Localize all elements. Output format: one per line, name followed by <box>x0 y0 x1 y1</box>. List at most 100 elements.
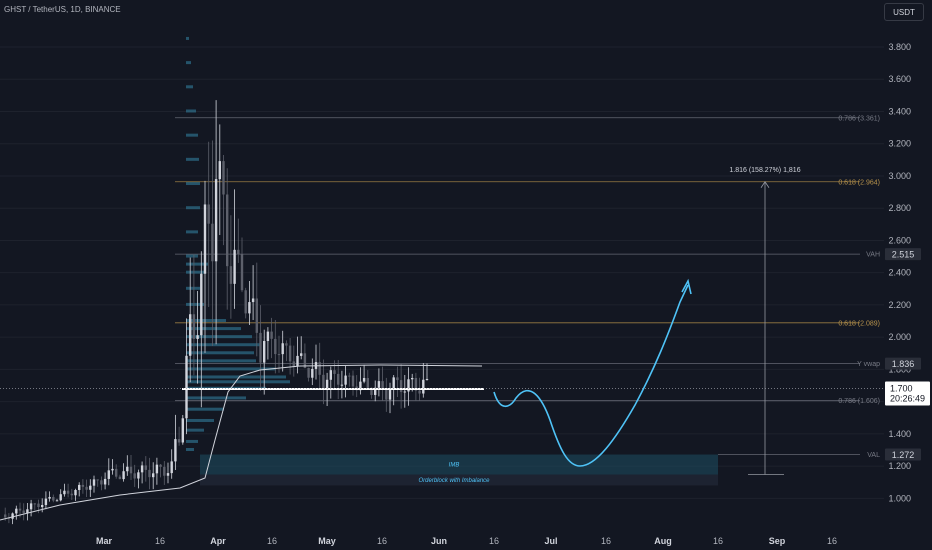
vwap-line <box>0 364 483 521</box>
candle-body <box>174 439 177 462</box>
candle-body <box>307 367 310 378</box>
price-tick-label: 3.000 <box>888 171 911 181</box>
time-tick-label: 16 <box>713 536 723 546</box>
candle-body <box>29 503 33 510</box>
candle-body <box>318 362 321 375</box>
price-tag <box>885 248 921 261</box>
volume-bar <box>186 157 199 161</box>
candle-body <box>137 472 140 479</box>
volume-bar <box>186 375 286 379</box>
candle-body <box>189 314 192 356</box>
price-tick-label: 2.800 <box>888 203 911 213</box>
time-tick-label: Jun <box>431 536 447 546</box>
candles <box>4 100 429 525</box>
volume-bar <box>186 327 241 331</box>
level-label: VAH <box>866 252 880 259</box>
candle-body <box>81 484 85 487</box>
candle-body <box>366 378 369 388</box>
candle-body <box>26 509 29 514</box>
candle-body <box>200 273 203 336</box>
time-tick-label: 16 <box>267 536 277 546</box>
price-axis[interactable]: 3.800 3.600 3.400 3.200 3.000 2.800 2.600 2.400… <box>885 42 930 503</box>
price-tag-label: 1.272 <box>892 450 915 460</box>
candle-body <box>15 508 18 514</box>
candle-body <box>22 510 25 514</box>
volume-bar <box>186 85 193 89</box>
price-tick-label: 2.000 <box>888 332 911 342</box>
candle-body <box>385 389 388 400</box>
volume-bar <box>186 206 200 210</box>
candle-body <box>4 514 7 518</box>
last-price-value: 1.700 <box>890 384 913 394</box>
countdown-label: 20:26:49 <box>890 394 925 404</box>
price-tick-label: 1.400 <box>888 429 911 439</box>
grid <box>0 46 884 499</box>
volume-bar <box>186 343 260 347</box>
candle-body <box>70 493 73 496</box>
candle-body <box>392 377 395 389</box>
candle-body <box>348 375 351 377</box>
candle-body <box>170 461 173 474</box>
candle-body <box>118 476 122 480</box>
candle-body <box>311 368 314 378</box>
time-tick-label: 16 <box>377 536 387 546</box>
time-tick-label: Sep <box>769 536 786 546</box>
price-tag-label: 2.515 <box>892 250 915 260</box>
time-tick-label: 16 <box>601 536 611 546</box>
candle-body <box>300 353 303 356</box>
candle-body <box>414 377 418 391</box>
candle-body <box>211 223 214 262</box>
candle-body <box>181 418 184 443</box>
candle-body <box>274 338 277 355</box>
candle-body <box>66 490 70 494</box>
candle-body <box>396 377 399 381</box>
volume-bar <box>186 182 200 186</box>
candle-body <box>155 464 159 474</box>
candle-body <box>222 161 225 195</box>
candle-body <box>233 249 236 284</box>
candle-body <box>63 490 66 495</box>
level-label: 0.618 (2.089) <box>838 320 880 327</box>
volume-bar <box>186 230 198 234</box>
measure-label: 1.816 (158.27%) 1,816 <box>729 167 800 174</box>
volume-bar <box>186 270 206 274</box>
price-tick-label: 2.400 <box>888 268 911 278</box>
candle-body <box>277 354 281 356</box>
candle-body <box>288 345 292 362</box>
candle-body <box>285 343 288 346</box>
candle-body <box>422 379 425 394</box>
level-label: 0.786 (1.606) <box>838 398 880 405</box>
candle-body <box>192 314 196 339</box>
candle-body <box>148 469 151 478</box>
volume-bar <box>186 286 200 290</box>
price-tick-label: 3.400 <box>888 106 911 116</box>
candle-body <box>403 391 406 393</box>
candle-body <box>115 468 118 477</box>
candle-body <box>144 465 147 470</box>
candle-body <box>418 390 421 394</box>
candle-body <box>251 298 255 303</box>
candle-body <box>59 494 62 501</box>
currency-button[interactable]: USDT <box>884 3 924 21</box>
candle-body <box>325 379 329 389</box>
candle-body <box>270 331 273 339</box>
candle-body <box>344 375 347 385</box>
imb-label: IMB <box>449 463 460 469</box>
candle-body <box>44 498 48 505</box>
candle-body <box>340 384 344 386</box>
candle-body <box>111 468 114 471</box>
candle-body <box>100 480 103 485</box>
candle-body <box>166 473 170 476</box>
candle-body <box>152 473 155 478</box>
overlays: 1.816 (158.27%) 1,816 <box>0 167 884 521</box>
candle-body <box>74 489 77 496</box>
time-axis[interactable]: Mar 16 Apr 16 May 16 Jun 16 Jul 16 Aug 16 Sep 16 <box>96 536 837 546</box>
volume-bar <box>186 448 194 451</box>
symbol-title: GHST / TetherUS, 1D, BINANCE <box>4 5 121 14</box>
volume-bar <box>186 262 208 266</box>
volume-bar <box>186 439 198 443</box>
candle-body <box>381 381 384 390</box>
candle-body <box>89 485 92 490</box>
volume-bar <box>186 359 256 363</box>
